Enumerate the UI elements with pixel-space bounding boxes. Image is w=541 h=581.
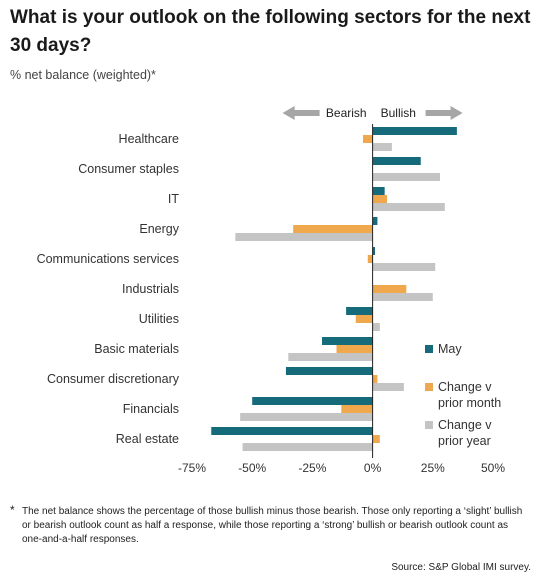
bullish-arrow bbox=[425, 106, 463, 120]
bar-may bbox=[372, 187, 385, 195]
chart-subtitle: % net balance (weighted)* bbox=[10, 68, 156, 82]
legend-label-line: Change v bbox=[438, 418, 492, 432]
category-label: Energy bbox=[139, 222, 179, 236]
legend-swatch-prior-month bbox=[425, 383, 433, 391]
category-label: Consumer staples bbox=[78, 162, 179, 176]
bar-prior-month bbox=[367, 255, 373, 263]
category-label: Communications services bbox=[37, 252, 179, 266]
bar-prior-month bbox=[336, 345, 373, 353]
bar-prior-year bbox=[372, 263, 436, 271]
bar-prior-month bbox=[372, 285, 407, 293]
legend-swatch-may bbox=[425, 345, 433, 353]
category-label: Real estate bbox=[116, 432, 179, 446]
category-label: Basic materials bbox=[94, 342, 179, 356]
bar-may bbox=[372, 127, 457, 135]
bar-prior-month bbox=[372, 435, 380, 443]
bar-prior-year bbox=[372, 383, 404, 391]
legend-swatch-prior-year bbox=[425, 421, 433, 429]
x-tick-label: -50% bbox=[238, 461, 266, 475]
category-label: Consumer discretionary bbox=[47, 372, 180, 386]
legend-label-line: May bbox=[438, 342, 462, 356]
legend-label: Change v prior year bbox=[438, 418, 492, 448]
bearish-arrow bbox=[282, 106, 320, 120]
category-label: Industrials bbox=[122, 282, 179, 296]
footnote: * The net balance shows the percentage o… bbox=[10, 503, 530, 547]
bar-may bbox=[372, 217, 378, 225]
bar-may bbox=[372, 157, 421, 165]
bar-prior-year bbox=[372, 323, 380, 331]
x-tick-label: -25% bbox=[298, 461, 326, 475]
footnote-marker: * bbox=[10, 503, 15, 517]
bar-prior-year bbox=[235, 233, 373, 241]
bar-prior-year bbox=[372, 173, 441, 181]
bar-prior-month bbox=[293, 225, 373, 233]
x-tick-label: -75% bbox=[178, 461, 206, 475]
bar-prior-month bbox=[341, 405, 373, 413]
category-label: Financials bbox=[123, 402, 179, 416]
bar-may bbox=[322, 337, 373, 345]
bar-may bbox=[285, 367, 373, 375]
bar-prior-month bbox=[372, 195, 388, 203]
bar-prior-year bbox=[372, 293, 433, 301]
legend-label-line: prior year bbox=[438, 434, 491, 448]
legend-label: Change v prior month bbox=[438, 380, 501, 410]
chart-title: What is your outlook on the following se… bbox=[10, 7, 531, 56]
x-tick-label: 25% bbox=[421, 461, 445, 475]
bar-prior-year bbox=[242, 443, 373, 451]
bar-prior-year bbox=[372, 143, 392, 151]
bar-prior-year bbox=[372, 203, 445, 211]
bar-prior-month bbox=[372, 375, 378, 383]
x-tick-label: 0% bbox=[364, 461, 382, 475]
bearish-label: Bearish bbox=[326, 106, 367, 120]
source-note: Source: S&P Global IMI survey. bbox=[391, 562, 531, 573]
bar-may bbox=[252, 397, 373, 405]
category-label: IT bbox=[168, 192, 179, 206]
bar-prior-year bbox=[288, 353, 373, 361]
bar-prior-month bbox=[362, 135, 373, 143]
bar-may bbox=[372, 247, 376, 255]
bar-may bbox=[346, 307, 373, 315]
legend-label: May bbox=[438, 342, 462, 356]
legend-label-line: Change v bbox=[438, 380, 492, 394]
x-tick-label: 50% bbox=[481, 461, 505, 475]
category-label: Utilities bbox=[139, 312, 179, 326]
category-label: Healthcare bbox=[119, 132, 179, 146]
sector-outlook-chart: Bearish Bullish Healthcare Consumer staples… bbox=[37, 106, 505, 475]
bar-may bbox=[211, 427, 373, 435]
bar-prior-month bbox=[355, 315, 373, 323]
legend-label-line: prior month bbox=[438, 396, 501, 410]
footnote-text: The net balance shows the percentage of … bbox=[22, 506, 523, 545]
bar-prior-year bbox=[240, 413, 373, 421]
bullish-label: Bullish bbox=[381, 106, 416, 120]
